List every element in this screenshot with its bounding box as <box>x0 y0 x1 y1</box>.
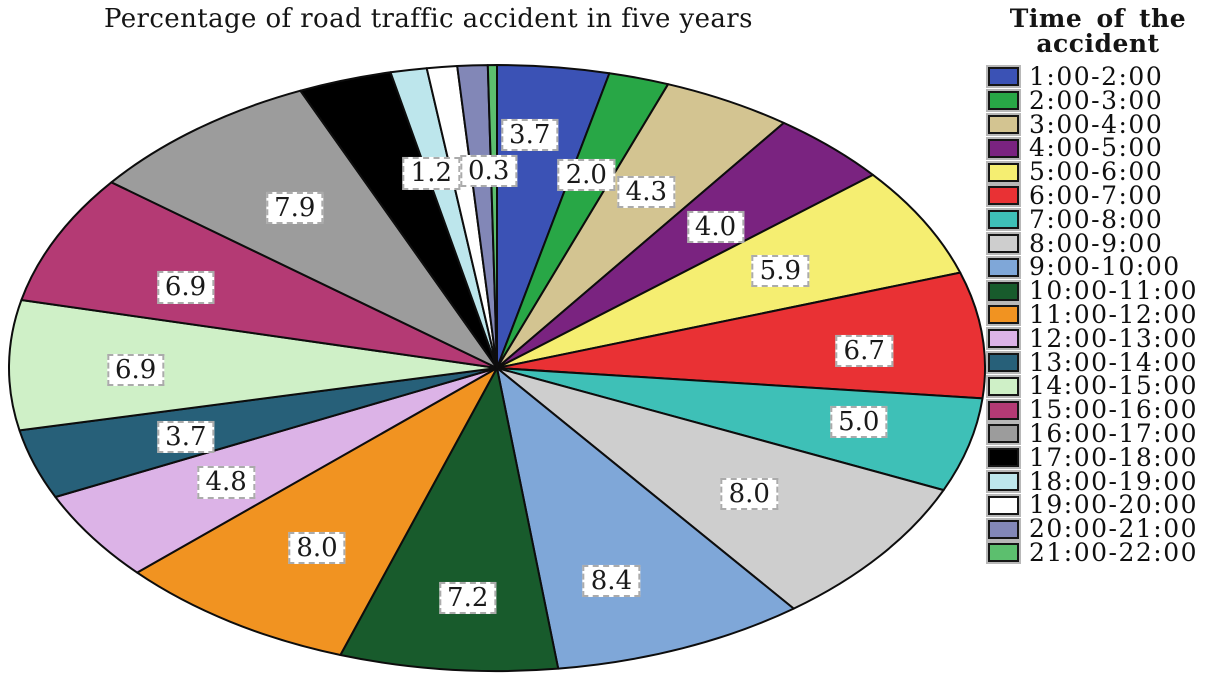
legend-color-swatch-icon <box>988 424 1019 444</box>
legend-color-swatch-icon <box>988 519 1019 539</box>
legend-label: 19:00-20:00 <box>1029 490 1199 520</box>
pie-slice-21:00-22:00 <box>486 64 498 369</box>
legend-item: 19:00-20:00 <box>985 490 1211 520</box>
pie-value-label: 7.9 <box>266 191 324 225</box>
legend-color-swatch-icon <box>988 305 1019 325</box>
legend-color-swatch-icon <box>988 186 1019 206</box>
pie-value-label: 4.8 <box>197 466 255 499</box>
legend-color-swatch-icon <box>988 162 1019 182</box>
legend-label: 4:00-5:00 <box>1029 133 1164 163</box>
legend-color-swatch-icon <box>988 257 1019 277</box>
legend-items: 1:00-2:00 2:00-3:00 3:00-4:00 4:00-5:00 5:00… <box>985 62 1211 567</box>
legend-item: 16:00-17:00 <box>985 418 1211 448</box>
pie-value-label: 8.4 <box>582 564 641 597</box>
legend-item: 4:00-5:00 <box>985 133 1211 163</box>
legend-item: 5:00-6:00 <box>985 157 1211 187</box>
legend-color-swatch-icon <box>988 329 1019 349</box>
legend-label: 21:00-22:00 <box>1029 537 1199 567</box>
pie-slice-16:00-17:00 <box>110 89 498 369</box>
pie-value-label: 7.2 <box>439 582 497 615</box>
pie-value-label: 3.7 <box>157 421 215 454</box>
legend-item: 18:00-19:00 <box>985 466 1211 496</box>
legend-color-swatch-icon <box>988 400 1019 420</box>
legend-label: 17:00-18:00 <box>1029 442 1199 472</box>
legend-label: 2:00-3:00 <box>1029 85 1164 115</box>
legend-color-swatch-icon <box>988 114 1019 134</box>
legend-label: 12:00-13:00 <box>1029 323 1199 353</box>
pie-value-label: 8.0 <box>720 477 778 510</box>
pie-slice-7:00-8:00 <box>496 367 984 492</box>
legend-item: 9:00-10:00 <box>985 252 1211 282</box>
legend-item: 8:00-9:00 <box>985 228 1211 258</box>
legend-item: 2:00-3:00 <box>985 85 1211 115</box>
legend-color-swatch-icon <box>988 281 1019 301</box>
legend-label: 13:00-14:00 <box>1029 347 1199 377</box>
legend-item: 21:00-22:00 <box>985 537 1211 567</box>
pie-slice-14:00-15:00 <box>8 299 498 432</box>
legend-color-swatch-icon <box>988 471 1019 491</box>
legend-item: 14:00-15:00 <box>985 371 1211 401</box>
legend-label: 9:00-10:00 <box>1029 252 1181 282</box>
legend-color-swatch-icon <box>988 210 1019 230</box>
legend-color-swatch-icon <box>988 233 1019 253</box>
legend-color-swatch-icon <box>988 138 1019 158</box>
legend-title: Time of the accident <box>1009 4 1187 58</box>
legend-item: 6:00-7:00 <box>985 180 1211 210</box>
pie-value-label: 0.3 <box>460 154 518 187</box>
pie-slice-11:00-12:00 <box>136 367 498 656</box>
pie-slice-9:00-10:00 <box>496 367 795 670</box>
legend-color-swatch-icon <box>988 352 1019 372</box>
pie-value-label: 4.3 <box>617 175 676 208</box>
legend-color-swatch-icon <box>988 91 1019 111</box>
legend-color-swatch-icon <box>988 67 1019 87</box>
legend-color-swatch-icon <box>988 376 1019 396</box>
pie-value-label: 8.0 <box>288 531 346 564</box>
legend-item: 17:00-18:00 <box>985 442 1211 472</box>
legend-item: 12:00-13:00 <box>985 323 1211 353</box>
legend-item: 15:00-16:00 <box>985 395 1211 425</box>
pie-value-label: 6.7 <box>835 335 893 368</box>
legend-item: 11:00-12:00 <box>985 299 1211 329</box>
pie-value-label: 6.9 <box>156 271 215 304</box>
legend-label: 15:00-16:00 <box>1029 395 1199 425</box>
legend-label: 8:00-9:00 <box>1029 228 1164 258</box>
legend-label: 1:00-2:00 <box>1029 62 1164 91</box>
pie-slice-5:00-6:00 <box>496 173 962 369</box>
pie-slice-10:00-11:00 <box>339 367 560 672</box>
legend-color-swatch-icon <box>988 448 1019 468</box>
legend-item: 3:00-4:00 <box>985 109 1211 139</box>
pie-slice-8:00-9:00 <box>496 367 945 610</box>
pie-value-label: 5.9 <box>751 255 810 288</box>
legend-item: 7:00-8:00 <box>985 204 1211 234</box>
legend-item: 1:00-2:00 <box>985 62 1211 91</box>
legend-label: 7:00-8:00 <box>1029 204 1164 234</box>
legend-item: 20:00-21:00 <box>985 514 1211 544</box>
pie-value-label: 2.0 <box>557 159 615 192</box>
pie-value-label: 6.9 <box>106 353 165 386</box>
legend: Time of the accident 1:00-2:00 2:00-3:00 3… <box>985 6 1211 565</box>
legend-label: 6:00-7:00 <box>1029 180 1164 210</box>
legend-label: 16:00-17:00 <box>1029 418 1199 448</box>
legend-item: 10:00-11:00 <box>985 276 1211 306</box>
pie-slice-15:00-16:00 <box>20 181 498 369</box>
pie-value-label: 3.7 <box>501 119 559 152</box>
pie-value-label: 5.0 <box>830 405 888 438</box>
legend-label: 18:00-19:00 <box>1029 466 1199 496</box>
legend-color-swatch-icon <box>988 543 1019 563</box>
legend-label: 10:00-11:00 <box>1029 276 1199 306</box>
legend-label: 20:00-21:00 <box>1029 514 1199 544</box>
legend-item: 13:00-14:00 <box>985 347 1211 377</box>
legend-label: 11:00-12:00 <box>1029 299 1199 329</box>
legend-label: 14:00-15:00 <box>1029 371 1199 401</box>
legend-label: 5:00-6:00 <box>1029 157 1164 187</box>
legend-label: 3:00-4:00 <box>1029 109 1164 139</box>
pie-value-label: 1.2 <box>402 157 461 190</box>
pie-value-label: 4.0 <box>686 210 745 243</box>
chart-title: Percentage of road traffic accident in f… <box>104 4 753 34</box>
legend-color-swatch-icon <box>988 495 1019 515</box>
